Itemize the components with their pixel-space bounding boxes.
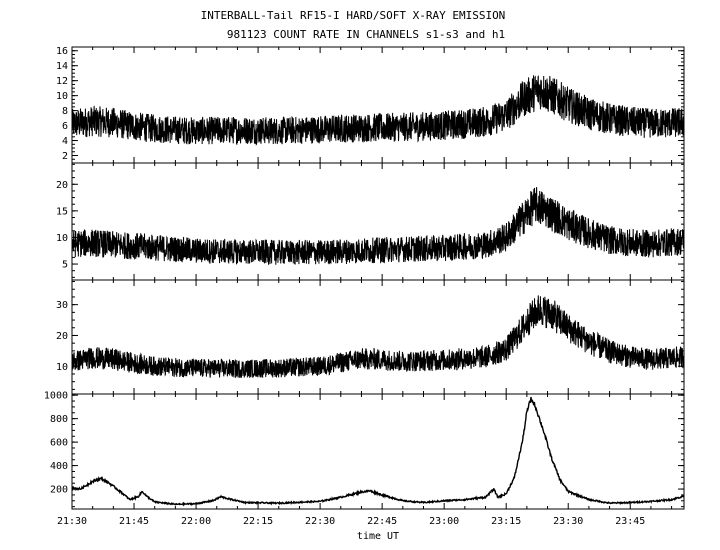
y-tick-label: 16 (56, 46, 68, 57)
x-tick-label: 23:00 (429, 516, 459, 527)
panel-2-series-line (71, 186, 685, 265)
x-axis-label: time UT (357, 531, 399, 542)
x-tick-label: 21:30 (57, 516, 87, 527)
y-tick-label: 12 (56, 76, 68, 87)
x-tick-label: 22:30 (305, 516, 335, 527)
y-tick-label: 10 (56, 91, 68, 102)
y-tick-label: 600 (50, 438, 68, 449)
x-axis: 21:30 21:45 22:00 22:15 22:30 22:45 23:00 23:15… (57, 516, 645, 527)
x-tick-label: 23:45 (615, 516, 645, 527)
y-tick-label: 400 (50, 461, 68, 472)
y-tick-label: 14 (56, 61, 68, 72)
y-tick-label: 200 (50, 485, 68, 496)
y-tick-label: 8 (62, 106, 68, 117)
y-tick-label: 15 (56, 206, 68, 217)
chart-title: INTERBALL-Tail RF15-I HARD/SOFT X-RAY EM… (201, 9, 506, 22)
x-tick-label: 21:45 (119, 516, 149, 527)
x-tick-label: 22:00 (181, 516, 211, 527)
panel-4-frame (71, 393, 685, 510)
panel-stack: 2 4 6 8 10 12 14 16 5 10 15 20 10 20 30 200 400 600 800 100… (44, 46, 685, 510)
y-tick-label: 5 (62, 260, 68, 271)
panel-3-series-line (71, 295, 685, 379)
y-tick-label: 20 (56, 331, 68, 342)
panel-2-frame (71, 162, 685, 281)
panel-1: 2 4 6 8 10 12 14 16 (56, 46, 685, 164)
x-tick-label: 23:15 (491, 516, 521, 527)
panel-4: 200 400 600 800 1000 (44, 391, 685, 510)
y-tick-label: 10 (56, 233, 68, 244)
panel-3: 10 20 30 (56, 279, 685, 395)
panel-1-series-line (71, 75, 685, 146)
y-tick-label: 10 (56, 362, 68, 373)
chart-subtitle: 981123 COUNT RATE IN CHANNELS s1-s3 and … (227, 28, 505, 41)
y-tick-label: 30 (56, 300, 68, 311)
panel-2: 5 10 15 20 (56, 162, 685, 281)
y-tick-label: 800 (50, 414, 68, 425)
x-tick-label: 22:15 (243, 516, 273, 527)
y-tick-label: 1000 (44, 391, 68, 402)
panel-4-series-line (71, 396, 685, 507)
x-tick-label: 23:30 (553, 516, 583, 527)
y-tick-label: 2 (62, 151, 68, 162)
y-tick-label: 4 (62, 136, 68, 147)
y-tick-label: 20 (56, 180, 68, 191)
y-tick-label: 6 (62, 121, 68, 132)
x-tick-label: 22:45 (367, 516, 397, 527)
